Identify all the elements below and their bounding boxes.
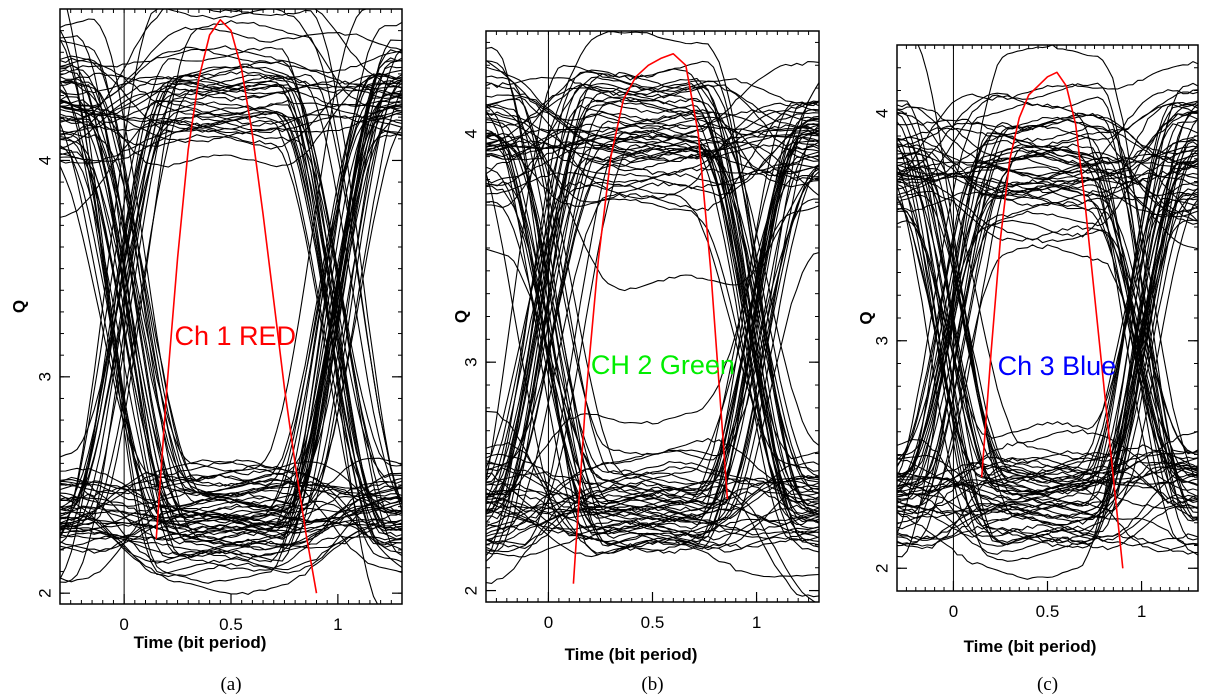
y-tick-label: 2 [872,564,891,573]
panel-label: (b) [641,674,663,695]
x-axis-title: Time (bit period) [565,645,698,664]
y-tick-label: 2 [35,588,54,597]
y-tick-label: 4 [872,109,891,118]
x-tick-label: 0.5 [1036,602,1060,621]
x-axis-title: Time (bit period) [134,633,267,652]
eye-traces [897,31,1198,579]
x-tick-label: 0.5 [219,615,243,634]
y-tick-label: 3 [461,357,480,366]
y-axis-title: Q [9,300,28,313]
chart-panel-3: 0 0.5 1 2 3 4 Time (bit period) Q Ch 3 Blue (c) [856,31,1198,695]
eye-traces [60,0,402,611]
y-tick-label: 3 [872,336,891,345]
x-tick-label: 1 [333,615,342,634]
y-tick-label: 2 [461,586,480,595]
panel-label: (a) [220,674,241,695]
chart-panel-1: 0 0.5 1 2 3 4 Time (bit period) Q Ch 1 RED (a) [9,0,402,695]
y-tick-label: 4 [461,129,480,138]
x-tick-label: 1 [1137,602,1146,621]
x-tick-label: 0.5 [641,613,665,632]
eye-trace [486,133,819,504]
x-axis-title: Time (bit period) [964,637,1097,656]
eye-trace [486,60,819,128]
chart-panel-2: 0 0.5 1 2 3 4 Time (bit period) Q CH 2 Green (b) [451,31,819,695]
panel-label: (c) [1037,674,1058,695]
y-axis-title: Q [856,311,875,324]
eye-traces [486,32,819,604]
x-tick-label: 1 [752,613,761,632]
y-tick-label: 3 [35,372,54,381]
x-tick-label: 0 [949,602,958,621]
y-axis-title: Q [451,310,470,323]
eye-trace [60,80,402,116]
x-tick-label: 0 [544,613,553,632]
channel-annotation: Ch 1 RED [175,321,297,351]
channel-annotation: CH 2 Green [591,350,735,380]
y-tick-label: 4 [35,156,54,165]
x-tick-label: 0 [119,615,128,634]
channel-annotation: Ch 3 Blue [998,351,1117,381]
